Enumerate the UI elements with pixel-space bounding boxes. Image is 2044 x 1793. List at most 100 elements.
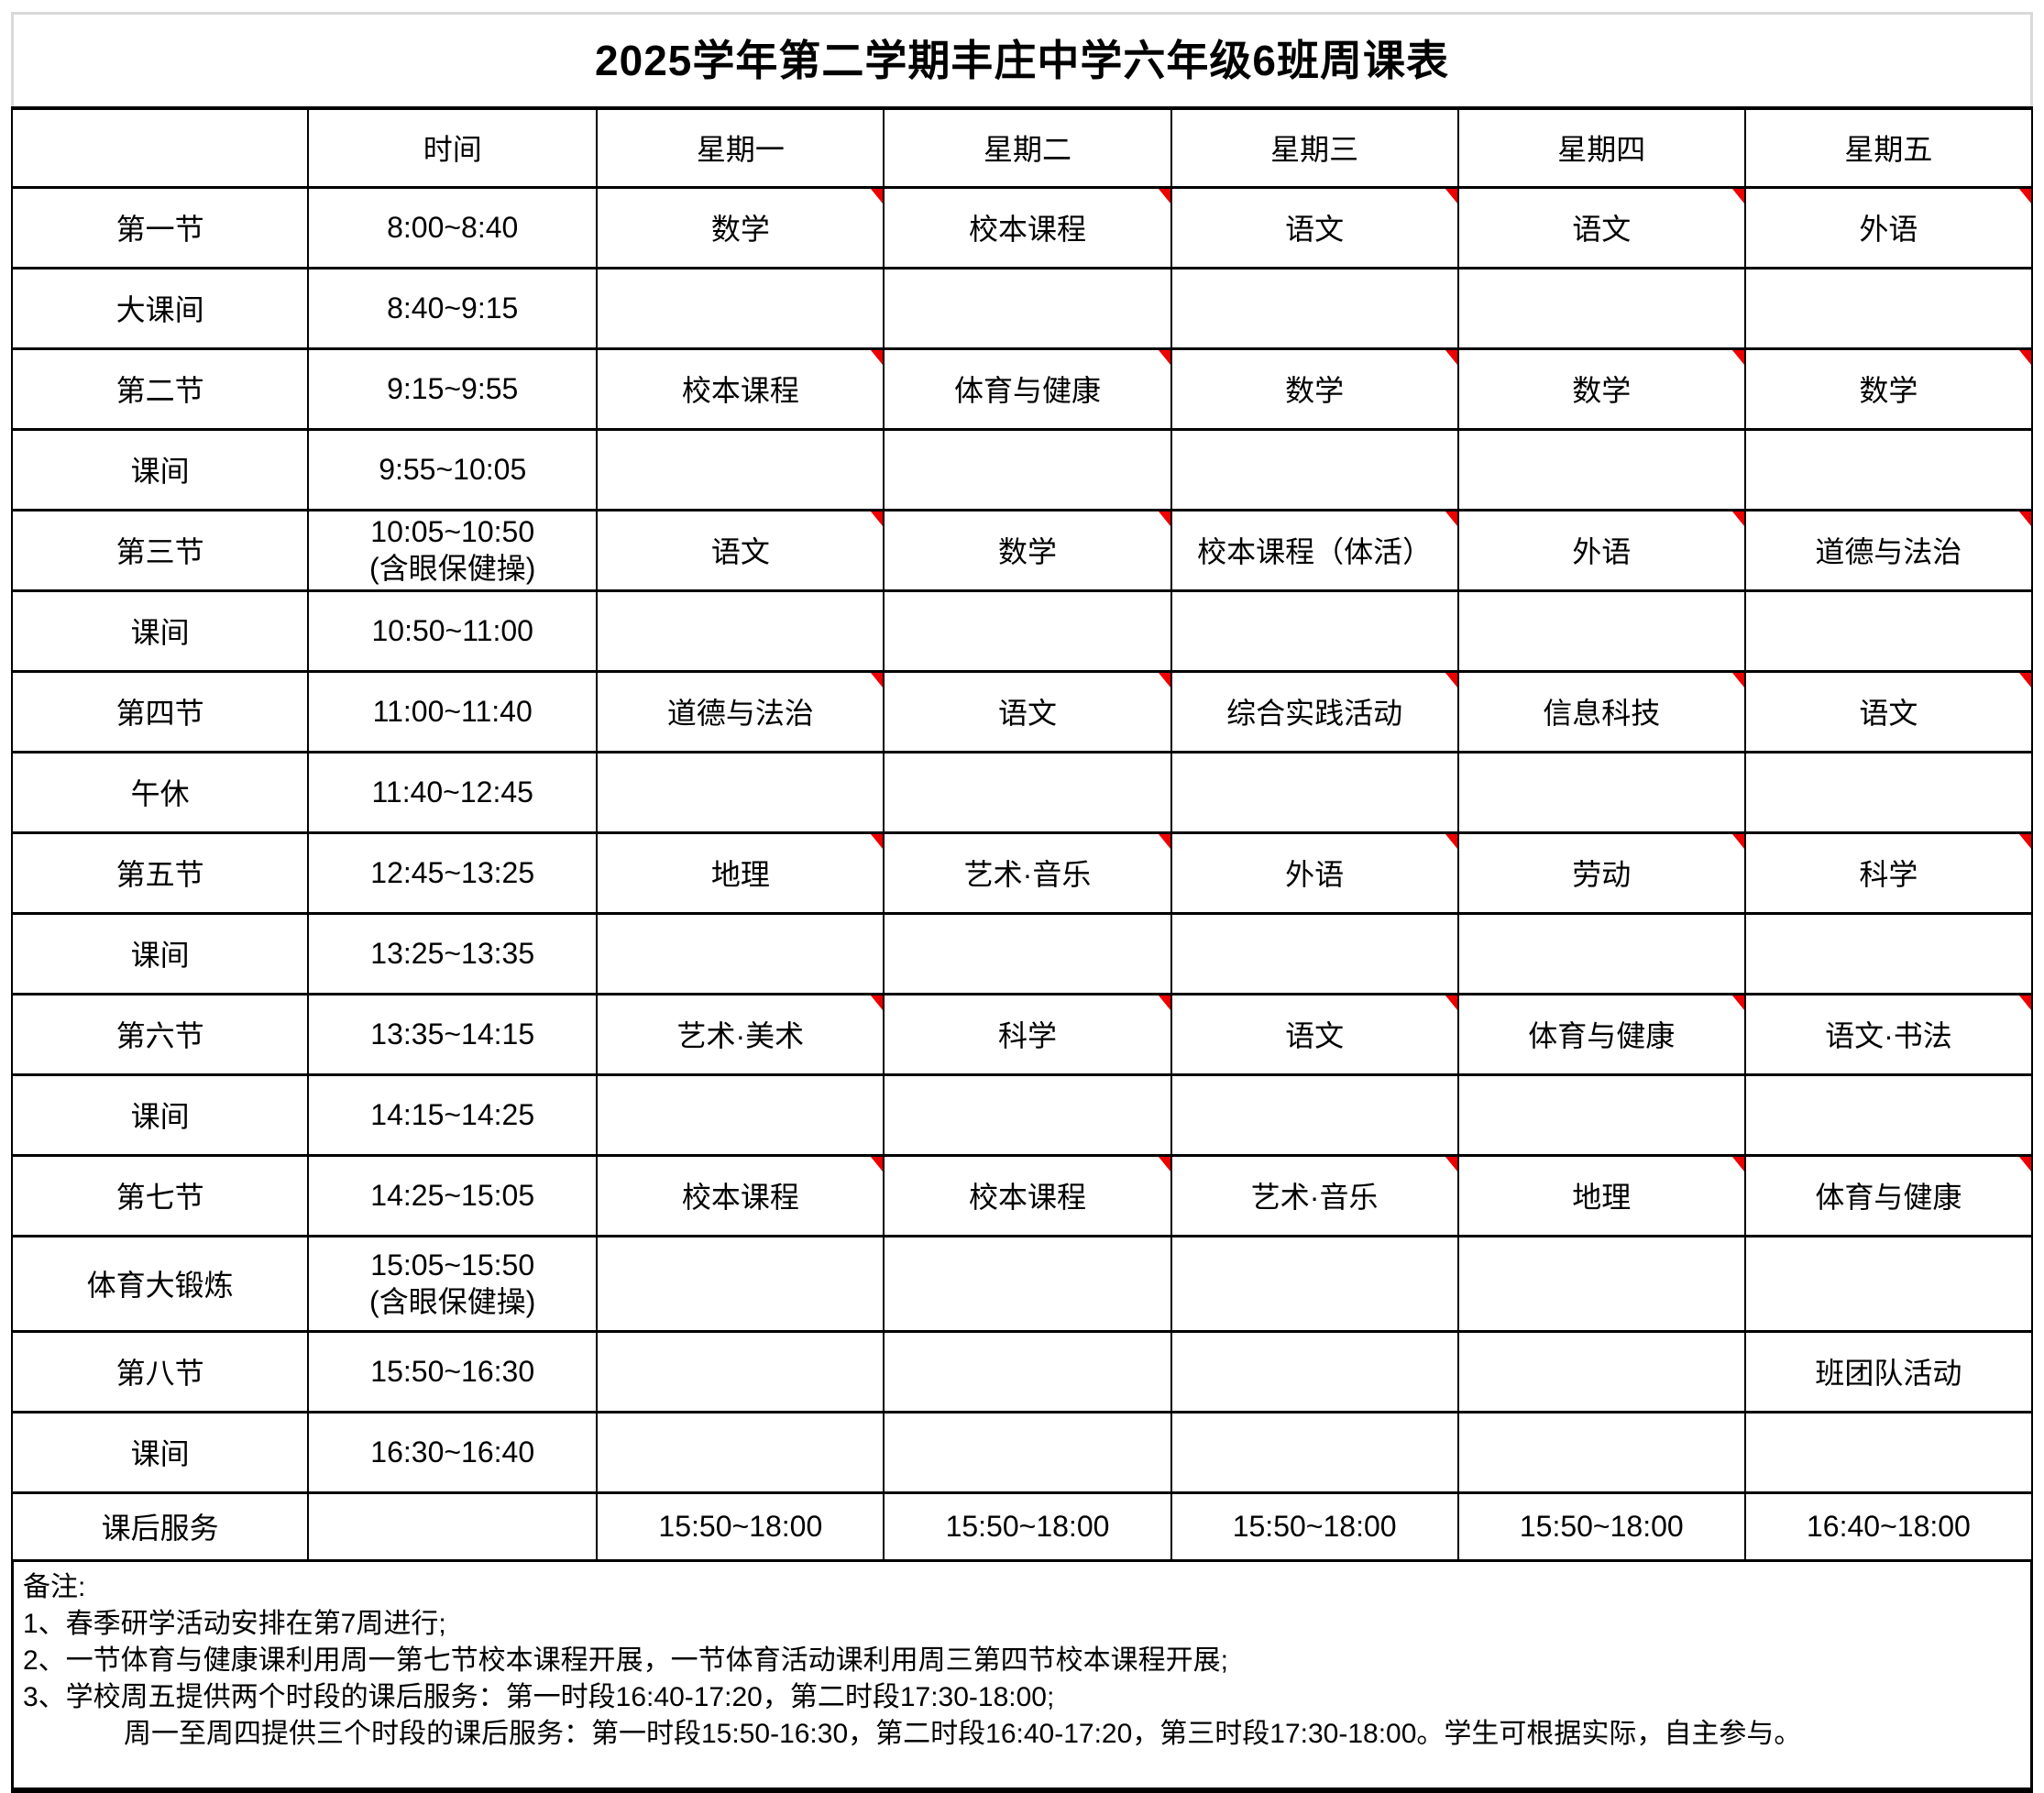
subject-cell: 劳动 [1456, 830, 1746, 915]
comment-flag-icon [2019, 190, 2030, 204]
comment-flag-icon [871, 512, 883, 526]
empty-cell [596, 1329, 885, 1414]
time-cell: 13:35~14:15 [307, 992, 599, 1076]
comment-flag-icon [1445, 190, 1456, 204]
timetable-row: 课间 16:30~16:40 [10, 1410, 2034, 1494]
time-cell: 8:00~8:40 [307, 185, 599, 270]
timetable-row: 课后服务 15:50~18:00 15:50~18:00 15:50~18:00 15:… [10, 1490, 2034, 1562]
empty-cell [883, 911, 1172, 996]
time-cell: 8:40~9:15 [307, 266, 599, 350]
empty-cell [1743, 1072, 2034, 1157]
empty-cell [883, 1072, 1172, 1157]
time-cell: 15:05~15:50 (含眼保健操) [307, 1234, 599, 1333]
comment-flag-icon [1445, 512, 1456, 526]
timetable-row: 第六节 13:35~14:15 艺术·美术 科学 语文 体育与健康 语文·书法 [10, 992, 2034, 1076]
comment-flag-icon [2019, 835, 2030, 849]
subject-cell: 体育与健康 [883, 346, 1172, 431]
subject-cell: 16:40~18:00 [1743, 1490, 2034, 1562]
comment-flag-icon [871, 996, 883, 1010]
comment-flag-icon [1445, 996, 1456, 1010]
empty-cell [883, 266, 1172, 350]
time-cell: 11:40~12:45 [307, 750, 599, 834]
comment-flag-icon [871, 190, 883, 204]
timetable-row: 课间 13:25~13:35 [10, 911, 2034, 996]
note-line: 3、学校周五提供两个时段的课后服务：第一时段16:40-17:20，第二时段17… [23, 1681, 1055, 1712]
subject-cell: 外语 [1456, 508, 1746, 592]
timetable-row: 大课间 8:40~9:15 [10, 266, 2034, 350]
period-label-cell: 课间 [10, 427, 310, 512]
timetable-header-row: 时间 星期一 星期二 星期三 星期四 星期五 [10, 106, 2034, 189]
timetable-row: 课间 10:50~11:00 [10, 588, 2034, 673]
empty-cell [596, 427, 885, 512]
subject-cell: 地理 [596, 830, 885, 915]
timetable-row: 第五节 12:45~13:25 地理 艺术·音乐 外语 劳动 科学 [10, 830, 2034, 915]
subject-cell: 语文 [1170, 992, 1459, 1076]
subject-cell: 语文 [596, 508, 885, 592]
subject-cell: 艺术·音乐 [1170, 1153, 1459, 1238]
comment-flag-icon [2019, 996, 2030, 1010]
period-label-cell: 大课间 [10, 266, 310, 350]
page-title: 2025学年第二学期丰庄中学六年级6班周课表 [595, 37, 1449, 84]
timetable-sheet: 2025学年第二学期丰庄中学六年级6班周课表 时间 星期一 星期二 星期三 星期… [10, 12, 2034, 1793]
empty-cell [1456, 750, 1746, 834]
period-label-cell: 课间 [10, 911, 310, 996]
empty-cell [1170, 1329, 1459, 1414]
subject-cell: 外语 [1743, 185, 2034, 270]
timetable-row: 第三节 10:05~10:50 (含眼保健操) 语文 数学 校本课程（体活） 外语 道德与法… [10, 508, 2034, 592]
note-line: 周一至周四提供三个时段的课后服务：第一时段15:50-16:30，第二时段16:… [124, 1718, 1802, 1749]
timetable-row: 体育大锻炼 15:05~15:50 (含眼保健操) [10, 1234, 2034, 1333]
subject-cell: 外语 [1170, 830, 1459, 915]
empty-cell [1170, 588, 1459, 673]
time-cell: 11:00~11:40 [307, 669, 599, 754]
timetable-row: 第八节 15:50~16:30 班团队活动 [10, 1329, 2034, 1414]
comment-flag-icon [1158, 512, 1170, 526]
subject-cell: 校本课程 [883, 1153, 1172, 1238]
comment-flag-icon [1445, 835, 1456, 849]
empty-cell [596, 750, 885, 834]
empty-cell [1170, 1072, 1459, 1157]
comment-flag-icon [871, 674, 883, 688]
subject-cell: 体育与健康 [1456, 992, 1746, 1076]
time-cell: 12:45~13:25 [307, 830, 599, 915]
subject-cell: 15:50~18:00 [1456, 1490, 1746, 1562]
period-label-cell: 第二节 [10, 346, 310, 431]
comment-flag-icon [1158, 190, 1170, 204]
time-cell: 14:15~14:25 [307, 1072, 599, 1157]
period-label-cell: 第七节 [10, 1153, 310, 1238]
comment-flag-icon [2019, 351, 2030, 365]
empty-cell [883, 588, 1172, 673]
timetable-row: 第七节 14:25~15:05 校本课程 校本课程 艺术·音乐 地理 体育与健康 [10, 1153, 2034, 1238]
empty-cell [1456, 588, 1746, 673]
subject-cell: 语文·书法 [1743, 992, 2034, 1076]
header-monday: 星期一 [596, 106, 885, 189]
comment-flag-icon [1731, 1158, 1743, 1172]
subject-cell: 语文 [1743, 669, 2034, 754]
empty-cell [1456, 266, 1746, 350]
empty-cell [1456, 911, 1746, 996]
comment-flag-icon [1731, 674, 1743, 688]
comment-flag-icon [2019, 1158, 2030, 1172]
period-label-cell: 第五节 [10, 830, 310, 915]
comment-flag-icon [1731, 190, 1743, 204]
empty-cell [1743, 1410, 2034, 1494]
comment-flag-icon [871, 351, 883, 365]
comment-flag-icon [1731, 512, 1743, 526]
note-line: 2、一节体育与健康课利用周一第七节校本课程开展，一节体育活动课利用周三第四节校本… [23, 1644, 1229, 1676]
empty-cell [1743, 266, 2034, 350]
comment-flag-icon [2019, 512, 2030, 526]
empty-cell [596, 1410, 885, 1494]
notes-section: 备注: 1、春季研学活动安排在第7周进行; 2、一节体育与健康课利用周一第七节校… [11, 1561, 2033, 1793]
subject-cell: 数学 [1170, 346, 1459, 431]
subject-cell: 体育与健康 [1743, 1153, 2034, 1238]
subject-cell: 校本课程 [596, 1153, 885, 1238]
subject-cell: 15:50~18:00 [1170, 1490, 1459, 1562]
subject-cell: 语文 [1170, 185, 1459, 270]
period-label-cell: 课间 [10, 588, 310, 673]
timetable-row: 第一节 8:00~8:40 数学 校本课程 语文 语文 外语 [10, 185, 2034, 270]
subject-cell: 艺术·美术 [596, 992, 885, 1076]
header-time: 时间 [307, 106, 599, 189]
subject-cell: 校本课程（体活） [1170, 508, 1459, 592]
header-friday: 星期五 [1743, 106, 2034, 189]
period-label-cell: 午休 [10, 750, 310, 834]
